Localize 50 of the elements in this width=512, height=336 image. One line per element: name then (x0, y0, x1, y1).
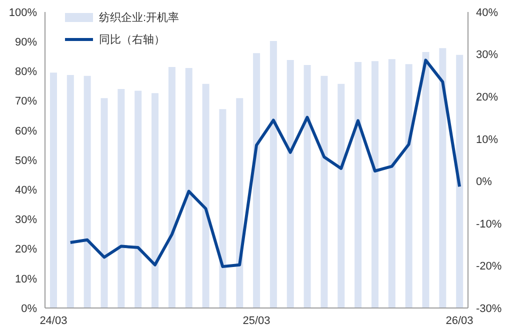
y-tick-label: 60% (14, 125, 38, 138)
bar (100, 98, 108, 308)
legend-label: 纺织企业:开机率 (99, 10, 180, 24)
x-tick-label: 25/03 (242, 314, 270, 327)
bar (354, 62, 362, 308)
y2-tick-label: 20% (476, 91, 498, 104)
bar (253, 53, 260, 308)
y2-tick-label: -20% (476, 260, 502, 273)
y-tick-label: 70% (14, 96, 38, 108)
bar (84, 76, 91, 308)
line-series (68, 58, 462, 268)
bar (152, 93, 159, 308)
y-tick-label: 100% (8, 6, 38, 19)
x-tick-label: 24/03 (40, 314, 68, 327)
y2-tick-label: 30% (476, 49, 498, 62)
bar (371, 61, 378, 308)
y-tick-label: 20% (14, 244, 38, 256)
bar (219, 109, 226, 308)
bar (286, 60, 294, 308)
bar (338, 84, 345, 308)
bar (168, 67, 176, 308)
legend-label: 同比（右轴） (99, 32, 165, 46)
y-tick-label: 90% (14, 36, 38, 49)
y2-tick-label: 0% (476, 176, 492, 188)
bar (439, 48, 446, 308)
bar (456, 54, 464, 308)
bar (118, 88, 125, 308)
bar (320, 76, 328, 308)
y2-tick-label: 40% (476, 6, 498, 19)
y2-tick-label: -30% (476, 302, 502, 315)
bar (405, 64, 412, 308)
y-tick-label: 40% (14, 184, 38, 197)
bar (202, 84, 210, 308)
y-tick-label: 0% (21, 302, 38, 315)
bar (270, 41, 277, 308)
bar (422, 52, 430, 308)
bar (185, 68, 192, 308)
x-tick-label: 26/03 (446, 314, 474, 327)
y2-tick-label: -10% (476, 218, 502, 230)
bar (304, 64, 311, 308)
y-tick-label: 10% (14, 273, 38, 286)
y-tick-label: 30% (14, 214, 38, 226)
bar (388, 59, 396, 308)
y-tick-label: 80% (14, 66, 38, 78)
bar (236, 98, 244, 308)
bar (50, 72, 57, 308)
y2-tick-label: 10% (476, 134, 498, 146)
bar (66, 75, 74, 308)
y-tick-label: 50% (14, 154, 38, 167)
bar (134, 90, 142, 308)
